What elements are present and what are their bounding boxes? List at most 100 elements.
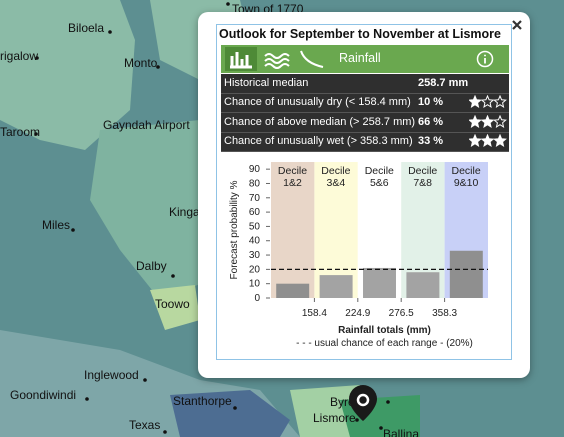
summary-table: Historical median 258.7 mm Chance of unusu… bbox=[221, 74, 509, 152]
table-row: Chance of unusually dry (< 158.4 mm) 10 % bbox=[221, 93, 509, 114]
row-label: Chance of unusually dry (< 158.4 mm) bbox=[224, 96, 411, 109]
star-rating bbox=[469, 114, 507, 128]
y-tick-label: 80 bbox=[249, 178, 261, 189]
popup: Outlook for September to November at Lis… bbox=[198, 12, 530, 378]
popup-title: Outlook for September to November at Lis… bbox=[219, 27, 501, 41]
place-label: Miles bbox=[42, 218, 70, 232]
popup-content: Outlook for September to November at Lis… bbox=[216, 24, 512, 360]
row-label: Historical median bbox=[224, 77, 309, 89]
info-circle bbox=[476, 50, 494, 68]
pin bbox=[349, 385, 377, 421]
row-value: 33 % bbox=[418, 134, 444, 147]
region bbox=[90, 120, 230, 300]
y-axis-label: Forecast probability % bbox=[229, 180, 240, 279]
table-row: Chance of unusually wet (> 358.3 mm) 33 % bbox=[221, 132, 509, 152]
place-label: Dalby bbox=[136, 259, 167, 273]
place-dot bbox=[156, 65, 160, 69]
row-value: 258.7 mm bbox=[418, 77, 469, 89]
region bbox=[170, 390, 290, 437]
place-dot bbox=[379, 426, 383, 430]
star bbox=[469, 133, 482, 147]
y-tick-label: 90 bbox=[249, 164, 261, 175]
decile-band bbox=[271, 162, 315, 298]
y-tick-label: 40 bbox=[249, 236, 261, 247]
place-label: rigalow bbox=[0, 49, 38, 63]
star bbox=[493, 95, 507, 109]
place-label: Ballina bbox=[383, 427, 419, 437]
x-tick-label: 224.9 bbox=[345, 308, 370, 319]
table-row: Chance of above median (> 258.7 mm) 66 % bbox=[221, 113, 509, 133]
tab-label[interactable]: Rainfall bbox=[339, 51, 381, 65]
place-dot bbox=[171, 274, 175, 278]
row-value: 66 % bbox=[418, 115, 444, 128]
reference-note: - - - usual chance of each range - (20%) bbox=[296, 338, 473, 349]
category-label: Decile 1&2 bbox=[277, 165, 308, 189]
star bbox=[493, 114, 507, 128]
star bbox=[469, 95, 482, 109]
location-pin[interactable] bbox=[349, 385, 377, 421]
place-label: Gayndah Airport bbox=[103, 118, 190, 132]
place-dot bbox=[34, 132, 38, 136]
place-label: Taroom bbox=[0, 125, 40, 139]
wave-icon bbox=[264, 53, 290, 69]
place-dot bbox=[108, 30, 112, 34]
pin-hole bbox=[356, 393, 370, 407]
place-label: Monto bbox=[124, 56, 158, 70]
star-rating bbox=[469, 133, 507, 147]
bar bbox=[363, 267, 396, 298]
y-tick-label: 30 bbox=[249, 250, 261, 261]
place-dot bbox=[71, 228, 75, 232]
bar bbox=[406, 272, 440, 298]
x-tick-label: 276.5 bbox=[389, 308, 414, 319]
curve-icon bbox=[300, 50, 324, 68]
place-dot bbox=[143, 378, 147, 382]
x-tick-label: 158.4 bbox=[302, 308, 327, 319]
category-label: Decile 7&8 bbox=[408, 165, 438, 189]
star bbox=[480, 95, 495, 109]
place-label: Texas bbox=[129, 418, 160, 432]
place-label: Byro bbox=[330, 395, 355, 409]
y-tick-label: 50 bbox=[249, 221, 261, 232]
region bbox=[150, 285, 200, 330]
place-dot bbox=[355, 418, 359, 422]
bar bbox=[319, 275, 353, 298]
place-dot bbox=[226, 2, 230, 6]
info-button[interactable] bbox=[476, 50, 494, 68]
category-label: Decile 3&4 bbox=[321, 165, 351, 189]
y-tick-label: 70 bbox=[249, 193, 261, 204]
place-dot bbox=[233, 406, 237, 410]
x-axis-label: Rainfall totals (mm) bbox=[338, 325, 431, 336]
place-label: Inglewood bbox=[84, 368, 139, 382]
y-tick-label: 60 bbox=[249, 207, 261, 218]
tab-icons[interactable] bbox=[225, 47, 335, 71]
place-label: Biloela bbox=[68, 21, 104, 35]
close-button[interactable] bbox=[510, 18, 524, 32]
place-label: Lismore bbox=[313, 411, 356, 425]
row-value: 10 % bbox=[418, 96, 444, 109]
star bbox=[493, 133, 507, 147]
row-label: Chance of unusually wet (> 358.3 mm) bbox=[224, 134, 413, 147]
chart: 0 10 20 30 40 50 60 70 80 90 158.4 224.9 276.5 358.3 F… bbox=[221, 153, 509, 349]
place-dot bbox=[35, 56, 39, 60]
y-tick-label: 10 bbox=[249, 279, 261, 290]
place-label: Toowo bbox=[155, 297, 190, 311]
x-tick-label: 358.3 bbox=[432, 308, 457, 319]
category-label: Decile 5&6 bbox=[364, 165, 394, 189]
bar-icon bbox=[230, 52, 252, 69]
bar bbox=[276, 283, 310, 298]
tab-bar: Rainfall bbox=[221, 45, 509, 73]
chart-svg: 0 10 20 30 40 50 60 70 80 90 158.4 224.9 276.5 358.3 F… bbox=[229, 162, 488, 349]
row-label: Chance of above median (> 258.7 mm) bbox=[224, 115, 416, 128]
category-label: Decile 9&10 bbox=[451, 165, 481, 189]
y-tick-label: 20 bbox=[249, 264, 261, 275]
star-rating bbox=[469, 95, 507, 109]
place-label: Stanthorpe bbox=[173, 394, 232, 408]
bar bbox=[449, 250, 483, 298]
y-tick-label: 0 bbox=[254, 293, 260, 304]
place-label: Goondiwindi bbox=[10, 388, 76, 402]
star bbox=[480, 114, 495, 128]
star bbox=[469, 114, 482, 128]
star bbox=[480, 133, 495, 147]
place-label: Kinga bbox=[169, 205, 200, 219]
